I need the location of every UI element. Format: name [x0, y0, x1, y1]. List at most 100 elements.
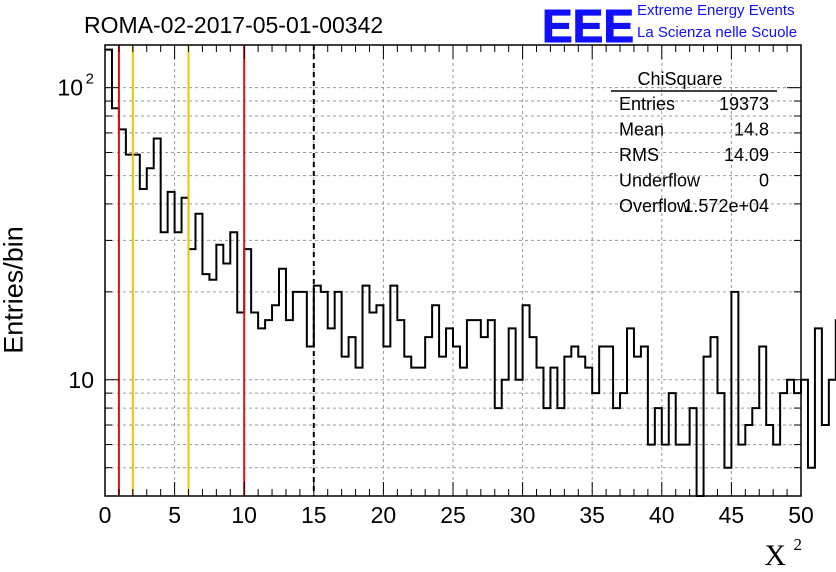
histogram-bin — [530, 337, 537, 496]
x-tick-label: 45 — [719, 502, 745, 528]
histogram-bin — [509, 328, 516, 496]
histogram-bin — [411, 368, 418, 496]
histogram-bin — [606, 346, 613, 496]
eee-logo-text: EEE — [542, 2, 634, 46]
histogram-bin — [537, 368, 544, 496]
histogram-bin — [342, 357, 349, 496]
histogram-bin — [759, 346, 766, 496]
histogram-bin — [154, 138, 161, 496]
x-tick-label: 35 — [579, 502, 605, 528]
stats-row-label: Overflow — [619, 196, 691, 216]
histogram-bin — [307, 346, 314, 496]
stats-row-value: 0 — [759, 171, 769, 191]
histogram-bin — [815, 328, 822, 496]
histogram-bin — [571, 346, 578, 496]
histogram-bin — [641, 346, 648, 496]
histogram-bin — [495, 408, 502, 496]
histogram-bin — [648, 445, 655, 496]
histogram-bin — [474, 320, 481, 496]
histogram-bin — [627, 328, 634, 496]
x-tick-label: 25 — [440, 502, 466, 528]
histogram-bin — [550, 368, 557, 496]
histogram-bin — [432, 305, 439, 496]
brand-line-2: La Scienza nelle Scuole — [637, 24, 798, 41]
stats-row-label: RMS — [619, 145, 659, 165]
histogram-bin — [363, 286, 370, 496]
histogram-bin — [502, 380, 509, 496]
stats-row-label: Entries — [619, 94, 675, 114]
histogram-bin — [662, 445, 669, 496]
histogram-bin — [182, 198, 189, 496]
histogram-bin — [543, 408, 550, 496]
histogram-bin — [564, 357, 571, 496]
histogram-bin — [745, 425, 752, 496]
histogram-bin — [140, 189, 147, 496]
histogram-bin — [557, 408, 564, 496]
histogram-bin — [105, 50, 112, 496]
histogram-bin — [752, 408, 759, 496]
histogram-bin — [335, 292, 342, 496]
histogram-bin — [272, 305, 279, 496]
histogram-bin — [397, 320, 404, 496]
histogram-bin — [314, 286, 321, 496]
histogram-bin — [168, 192, 175, 496]
histogram-bin — [161, 232, 168, 496]
histogram-series — [105, 48, 836, 497]
y-axis-label: Entries/bin — [0, 226, 29, 354]
histogram-bin — [801, 380, 808, 496]
histogram-bin — [112, 108, 119, 496]
histogram-bin — [293, 292, 300, 496]
histogram-bin — [369, 312, 376, 496]
histogram-bin — [147, 168, 154, 496]
histogram-bin — [766, 425, 773, 496]
y-tick-label-exponent: 2 — [86, 71, 94, 88]
histogram-bin — [516, 380, 523, 496]
histogram-bin — [460, 368, 467, 496]
histogram-bin — [418, 368, 425, 496]
stats-row-value: 14.09 — [724, 145, 769, 165]
stats-box: ChiSquare Entries 19373 Mean 14.8 RMS 14.09 Und… — [611, 69, 777, 216]
histogram-bin — [592, 393, 599, 496]
histogram-bin — [300, 292, 307, 496]
histogram-bin — [655, 408, 662, 496]
histogram-bin — [230, 232, 237, 496]
histogram-bin — [711, 337, 718, 496]
histogram-bin — [481, 337, 488, 496]
histogram-bin — [265, 320, 272, 496]
histogram-bin — [251, 312, 258, 496]
histogram-bin — [773, 445, 780, 496]
stats-row-value: 19373 — [719, 94, 769, 114]
x-tick-label: 5 — [168, 502, 181, 528]
histogram-bin — [328, 328, 335, 496]
histogram-bin — [202, 274, 209, 496]
reference-lines — [117, 45, 315, 496]
histogram-bin — [223, 264, 230, 496]
histogram-bin — [258, 328, 265, 496]
histogram-step-line — [105, 48, 836, 497]
x-tick-label: 50 — [788, 502, 814, 528]
histogram-bin — [425, 337, 432, 496]
histogram-bin — [119, 129, 126, 496]
histogram-bin — [808, 468, 815, 496]
histogram-bin — [578, 357, 585, 496]
histogram-bin — [467, 320, 474, 496]
histogram-bin — [279, 269, 286, 496]
histogram-bin — [209, 280, 216, 496]
histogram-bin — [620, 393, 627, 496]
histogram-bin — [523, 305, 530, 496]
brand-line-1: Extreme Energy Events — [637, 2, 795, 19]
histogram-bin — [126, 155, 133, 496]
stats-row-label: Underflow — [619, 171, 701, 191]
x-tick-label: 20 — [371, 502, 397, 528]
histogram-bin — [731, 292, 738, 496]
histogram-bin — [585, 368, 592, 496]
histogram-bin — [676, 445, 683, 496]
histogram-bin — [237, 312, 244, 496]
stats-row-value: 14.8 — [734, 120, 769, 140]
x-axis-label-exponent: 2 — [794, 535, 803, 554]
stats-row-label: Mean — [619, 120, 664, 140]
histogram-bin — [356, 368, 363, 496]
histogram-bin — [244, 249, 251, 496]
eee-logo: EEE — [542, 2, 635, 46]
